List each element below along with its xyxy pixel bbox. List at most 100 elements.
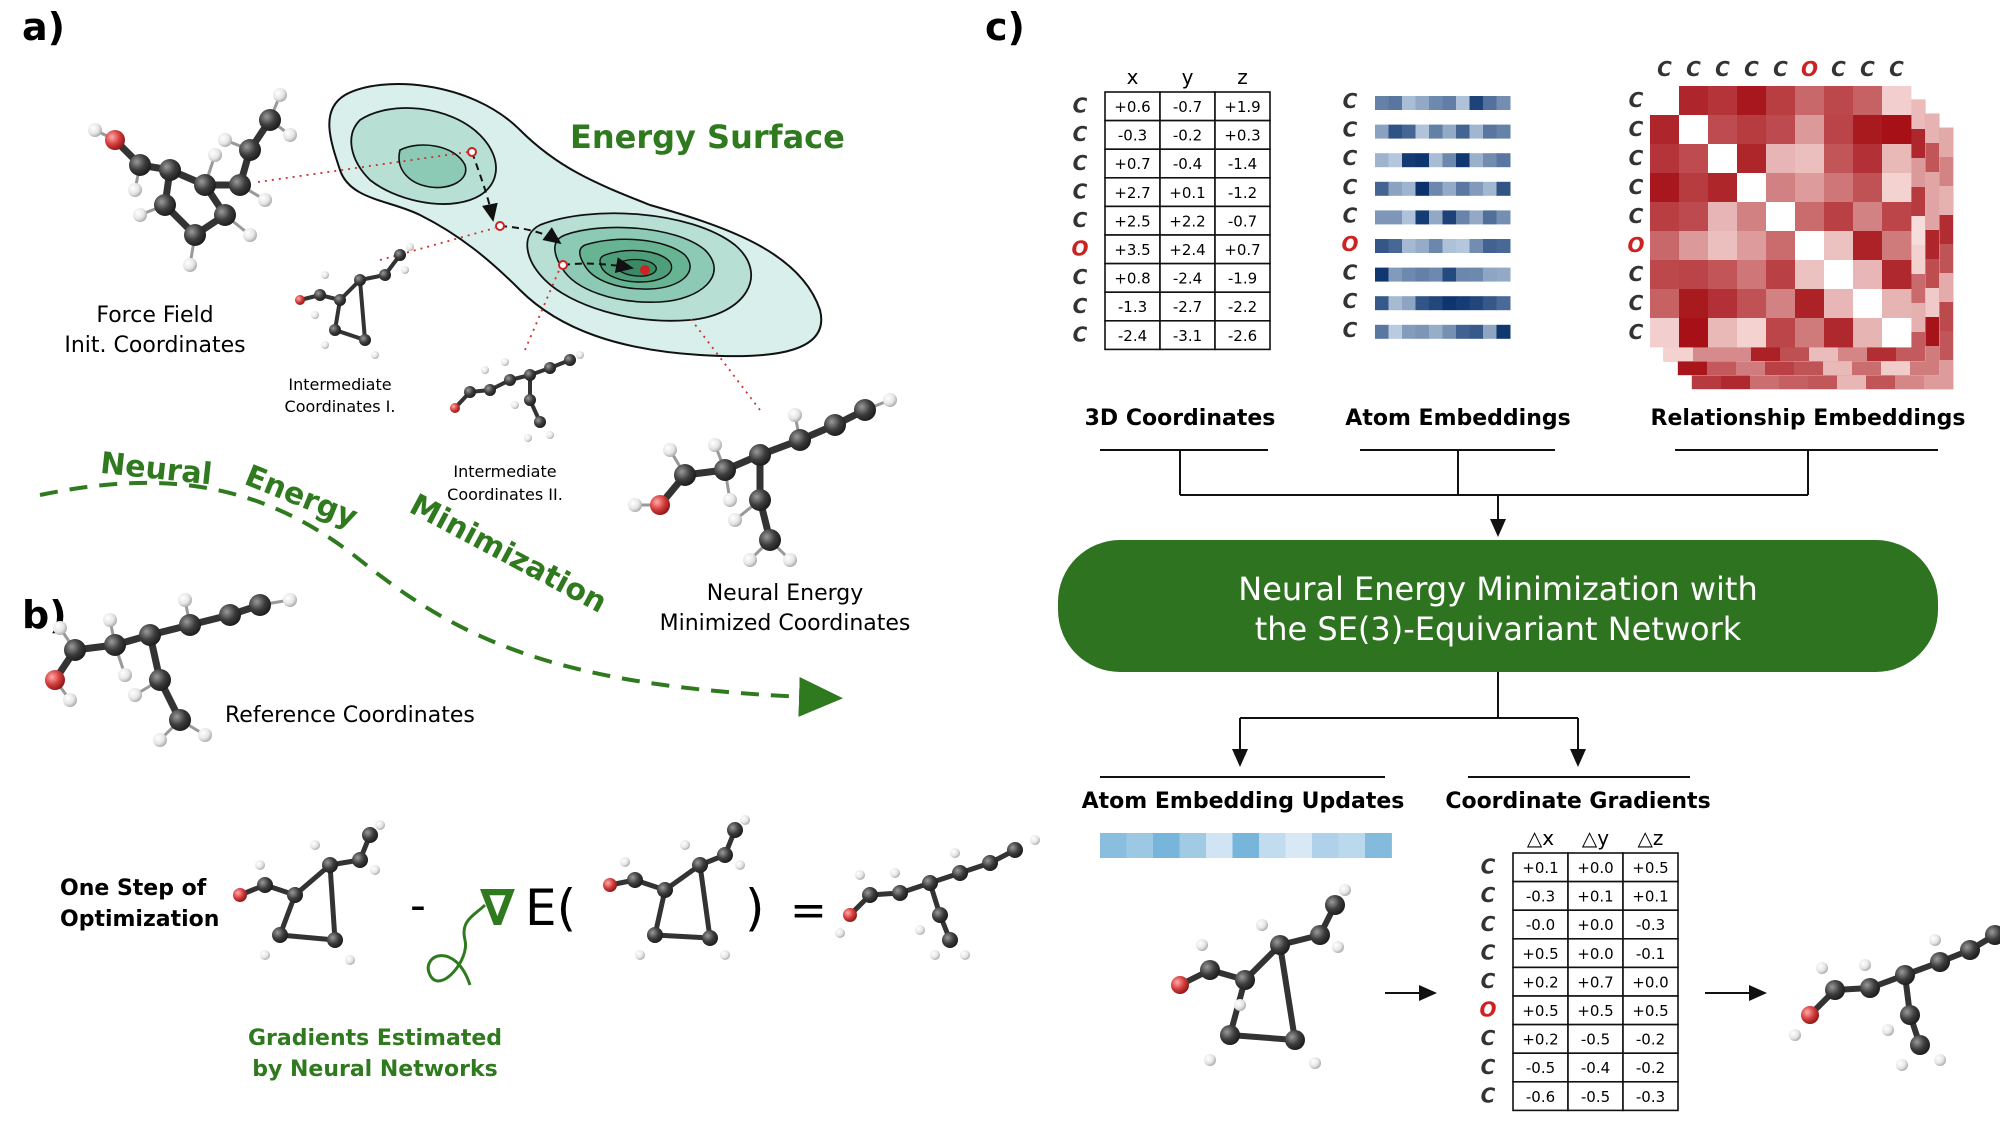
embedding-cell [1415,124,1430,139]
coord-value: +0.7 [1224,241,1260,259]
update-cell [1100,833,1127,858]
embedding-cell [1469,324,1484,339]
atom-label: C [1831,57,1846,81]
coord-cell [1214,177,1271,208]
coord-header: x [1127,65,1139,89]
atom-label: C [1343,261,1358,285]
coord-cell [1159,91,1216,122]
heatmap-cell [1882,173,1912,203]
gradient-value: +0.0 [1577,945,1613,963]
panel-c-label: c) [985,5,1025,49]
heatmap-cell [1824,115,1854,145]
heatmap-cell [1737,289,1767,319]
atom-label: C [1343,318,1358,342]
embedding-cell [1442,267,1457,282]
neural-energy-minimization-arrow [39,480,843,717]
gradient-cell [1567,880,1624,911]
heatmap-cell [1737,260,1767,290]
gradient-cell [1512,1052,1569,1083]
neural-minimized-label-line2: Minimized Coordinates [660,611,911,636]
gradient-cell [1512,1081,1569,1112]
heatmap-cell [1766,86,1796,116]
heatmap-cell [1679,202,1709,232]
coord-value: -0.4 [1173,155,1202,173]
gradient-cell [1567,1081,1624,1112]
embedding-cell [1429,324,1443,339]
gradient-value: -0.3 [1636,1088,1665,1106]
atom-label: C [1715,57,1730,81]
heatmap-cell [1766,260,1796,290]
gradients-estimated-line1: Gradients Estimated [248,1026,502,1051]
embedding-cell [1388,96,1403,110]
heatmap-cell [1737,115,1767,145]
heatmap-cell [1708,86,1738,116]
molecule-c-output [1789,925,2000,1071]
heatmap-cell [1708,289,1738,319]
update-cell [1338,833,1366,858]
embedding-cell [1415,239,1430,253]
coord-value: -1.4 [1228,155,1257,173]
gradient-cell [1622,1052,1679,1083]
atom-label: C [1073,208,1088,232]
embedding-cell [1483,153,1497,168]
embedding-cell [1388,296,1403,311]
update-cell [1179,833,1207,858]
coord-cell [1159,148,1216,179]
embedding-cell [1469,153,1484,168]
heatmap-cell [1766,289,1796,319]
heatmap-cell [1882,115,1912,145]
coord-cell [1214,91,1271,122]
update-cell [1126,833,1154,858]
embedding-cell [1375,296,1389,311]
embedding-cell [1402,96,1416,110]
atom-label: C [1773,57,1788,81]
embedding-cell [1483,124,1497,139]
embedding-cell [1402,239,1416,253]
atom-label: C [1657,57,1672,81]
atom-label: C [1629,262,1644,286]
coord-value: +0.3 [1224,127,1260,145]
heatmap-cell [1679,173,1709,203]
coord-cell [1214,291,1271,322]
gradient-cell [1622,966,1679,997]
gradient-value: -0.5 [1526,1059,1555,1077]
coord-cell [1214,319,1271,351]
embedding-cell [1415,210,1430,225]
atom-label: C [1343,146,1358,170]
network-label-line1: Neural Energy Minimization with [1238,570,1757,608]
heatmap-cell [1824,260,1854,290]
heatmap-cell [1853,260,1883,290]
equals-sign: = [790,885,827,936]
embedding-cell [1429,153,1443,168]
gradient-value: +0.5 [1632,859,1668,877]
embedding-cell [1456,296,1470,311]
atom-embedding-updates-title: Atom Embedding Updates [1082,789,1405,814]
coord-value: +0.6 [1114,98,1150,116]
intermediate-2-label-line1: Intermediate [453,462,556,481]
gradient-value: -0.2 [1636,1031,1665,1049]
molecule-force-field-init [88,88,297,272]
embedding-cell [1456,267,1470,282]
arrow-word-energy: Energy [240,458,363,535]
gradient-header: △y [1582,826,1609,850]
molecule-step-gradient-input [603,815,750,960]
atom-label: C [1629,175,1644,199]
gradient-value: -0.3 [1526,888,1555,906]
atom-embedding-updates-strip [1100,833,1392,858]
gradient-value: -0.3 [1636,916,1665,934]
embedding-cell [1483,181,1497,196]
embedding-cell [1456,181,1470,196]
heatmap-cell [1824,318,1854,348]
network-label-line2: the SE(3)-Equivariant Network [1255,610,1742,648]
energy-function-close: ) [745,879,765,937]
gradient-cell [1512,1023,1569,1054]
atom-label: C [1629,146,1644,170]
relationship-embeddings-title: Relationship Embeddings [1651,406,1966,431]
coord-cell [1104,148,1161,179]
embedding-cell [1496,124,1511,139]
embedding-cell [1442,124,1457,139]
heatmap-cell [1766,318,1796,348]
coord-cell [1104,205,1161,236]
coord-value: -2.7 [1173,298,1202,316]
atom-label: O [1801,57,1818,81]
